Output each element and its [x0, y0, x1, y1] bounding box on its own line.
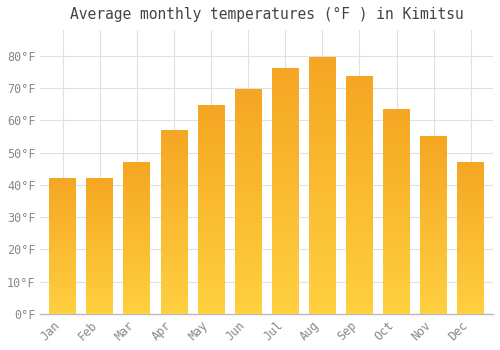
Title: Average monthly temperatures (°F ) in Kimitsu: Average monthly temperatures (°F ) in Ki… [70, 7, 464, 22]
